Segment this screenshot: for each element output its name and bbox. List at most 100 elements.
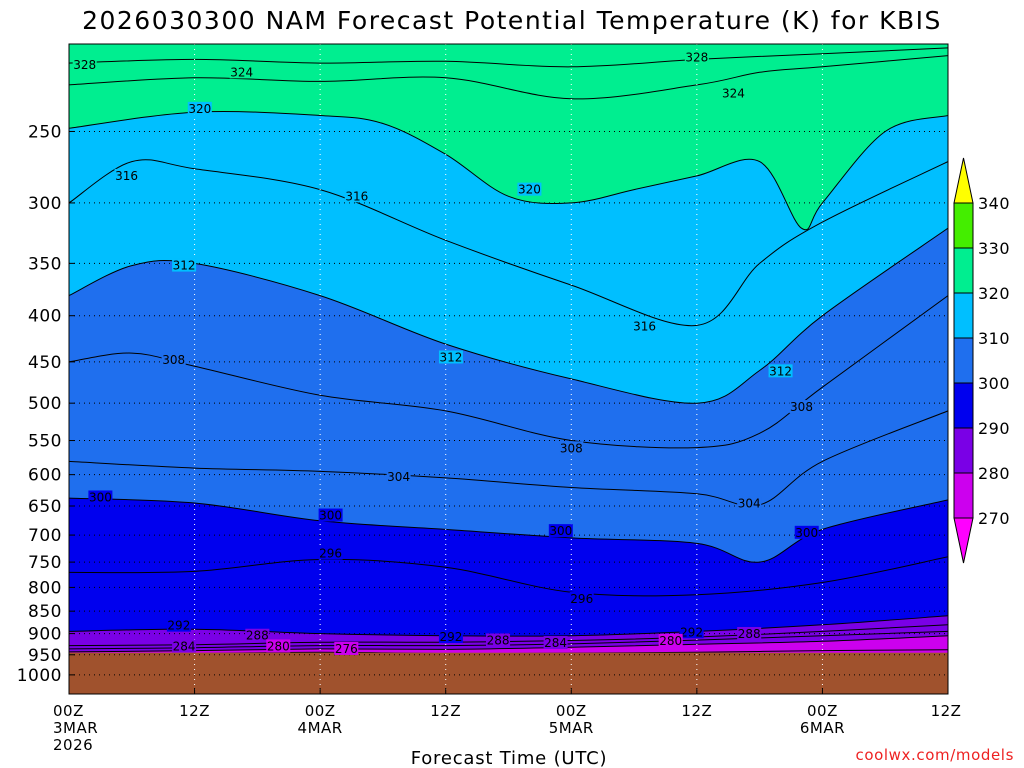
contour-label: 292: [439, 630, 462, 644]
x-axis-label: Forecast Time (UTC): [411, 748, 608, 768]
x-tick-label: 00Z: [807, 702, 838, 720]
y-tick-label: 250: [28, 122, 62, 142]
contour-label-bg: [172, 639, 197, 653]
contour-label: 288: [738, 627, 761, 641]
contour-label: 328: [73, 58, 96, 72]
contour-label: 308: [162, 353, 185, 367]
contour-label-bg: [334, 641, 359, 655]
contour-label-bg: [658, 633, 683, 647]
x-tick-label: 6MAR: [800, 719, 845, 737]
contour-label: 300: [795, 526, 818, 540]
ground-fill: [69, 652, 948, 694]
contour-label: 316: [633, 319, 656, 333]
contour-label: 304: [738, 497, 761, 511]
colorbar-band-280: [953, 427, 974, 474]
contour-label: 320: [518, 183, 541, 197]
contour-label-bg: [569, 591, 594, 605]
contour-label-bg: [548, 524, 573, 538]
contour-label: 316: [345, 189, 368, 203]
colorbar-tick-label: 300: [978, 374, 1010, 393]
contour-label: 312: [769, 364, 792, 378]
contour-label-bg: [684, 50, 709, 64]
colorbar-band-310: [953, 292, 974, 339]
isentrope-304: [69, 410, 948, 507]
contour-label: 292: [167, 619, 190, 633]
contour-label: 296: [319, 547, 342, 561]
colorbar-tick-label: 290: [978, 419, 1010, 438]
colorbar-arrow-high: [953, 157, 974, 204]
colorbar-band-290: [953, 382, 974, 429]
colorbar-tick-label: 270: [978, 509, 1010, 528]
y-tick-label: 300: [28, 194, 62, 214]
plot-area: [69, 44, 948, 694]
y-tick-label: 900: [28, 625, 62, 645]
contour-label-bg: [721, 86, 746, 100]
x-tick-label: 4MAR: [298, 719, 343, 737]
colorbar-tick-label: 340: [978, 194, 1010, 213]
colorbar-band-300: [953, 337, 974, 384]
contour-label: 280: [267, 639, 290, 653]
contour-label: 308: [790, 400, 813, 414]
contour-label-bg: [517, 182, 542, 196]
isentrope-320: [69, 111, 948, 231]
contour-label: 312: [173, 259, 196, 273]
contour-label: 292: [680, 625, 703, 639]
y-axis: 250 300 350 400 450 500 550 600 650 700 750 800 850 9…: [17, 122, 75, 686]
isentrope-316: [69, 159, 948, 327]
x-tick-label: 00Z: [53, 702, 84, 720]
y-tick-label: 500: [28, 394, 62, 414]
contour-labels: 328 324 328 324 320 316 316 320 312 316 312 312 308 3…: [72, 50, 819, 656]
y-tick-label: 750: [28, 553, 62, 573]
x-tick-label: 00Z: [305, 702, 336, 720]
y-tick-label: 950: [28, 646, 62, 666]
contour-label-bg: [161, 353, 186, 367]
contour-label: 288: [246, 629, 269, 643]
plot-frame: [68, 43, 949, 695]
contour-label: 284: [173, 639, 196, 653]
x-tick-label: 12Z: [179, 702, 210, 720]
contour-label: 312: [439, 350, 462, 364]
isentrope-lines: [69, 47, 948, 694]
contour-label-bg: [794, 525, 819, 539]
colorbar-tick-label: 280: [978, 464, 1010, 483]
colorbar-band-330: [953, 202, 974, 249]
colorbar-band-320: [953, 247, 974, 294]
contour-label-bg: [789, 400, 814, 414]
contour-label-bg: [172, 258, 197, 272]
contour-label-bg: [543, 636, 568, 650]
isentrope-296: [69, 556, 948, 597]
contour-label-bg: [114, 168, 139, 182]
contour-label-bg: [486, 633, 511, 647]
contour-label: 324: [722, 87, 745, 101]
x-tick-label: 2026: [53, 736, 93, 754]
contour-label-bg: [386, 470, 411, 484]
y-tick-label: 400: [28, 307, 62, 327]
contour-label-bg: [88, 490, 113, 504]
contour-label: 300: [319, 509, 342, 523]
contour-label-bg: [679, 625, 704, 639]
contour-label-bg: [72, 57, 97, 71]
contour-label-bg: [737, 627, 762, 641]
contour-label: 328: [685, 50, 708, 64]
contour-label-bg: [632, 319, 657, 333]
chart-title: 2026030300 NAM Forecast Potential Temper…: [82, 6, 942, 35]
contour-label: 304: [387, 470, 410, 484]
y-tick-label: 1000: [17, 666, 62, 686]
contour-label: 300: [89, 490, 112, 504]
y-tick-label: 450: [28, 353, 62, 373]
y-tick-label: 700: [28, 526, 62, 546]
contour-label-bg: [768, 364, 793, 378]
contour-label: 324: [230, 65, 253, 79]
contour-label: 308: [560, 441, 583, 455]
contour-label-bg: [318, 546, 343, 560]
contour-label: 284: [544, 636, 567, 650]
contour-label: 280: [659, 634, 682, 648]
x-tick-label: 3MAR: [53, 719, 98, 737]
contour-label-bg: [318, 508, 343, 522]
colorbar-arrow-low: [953, 517, 974, 564]
isentrope-324: [69, 55, 948, 100]
y-tick-label: 800: [28, 578, 62, 598]
credit-link[interactable]: coolwx.com/models: [856, 746, 1015, 764]
